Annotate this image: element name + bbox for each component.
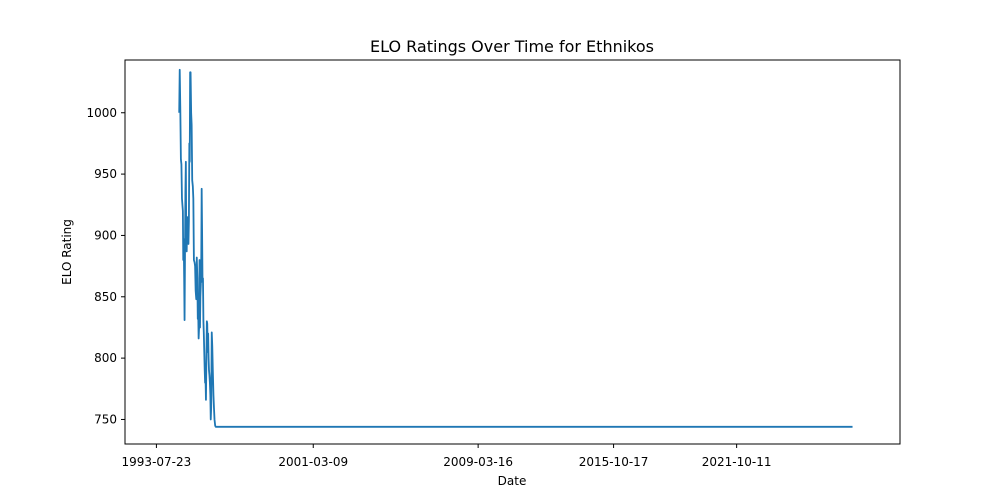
x-tick-label: 2015-10-17 (579, 455, 649, 469)
chart-title: ELO Ratings Over Time for Ethnikos (370, 37, 654, 56)
y-axis-label: ELO Rating (60, 219, 74, 285)
x-tick-label: 2021-10-11 (702, 455, 772, 469)
x-axis-label: Date (498, 474, 527, 488)
y-axis: 750 800 850 900 950 1000 (86, 106, 125, 426)
x-tick-label: 2001-03-09 (278, 455, 348, 469)
y-tick-label: 1000 (86, 106, 117, 120)
y-tick-label: 800 (94, 351, 117, 365)
plot-frame (124, 59, 901, 445)
y-tick-label: 950 (94, 167, 117, 181)
x-tick-label: 1993-07-23 (122, 455, 192, 469)
y-tick-label: 750 (94, 412, 117, 426)
x-axis: 1993-07-23 2001-03-09 2009-03-16 2015-10-17… (122, 444, 772, 469)
x-tick-label: 2009-03-16 (443, 455, 513, 469)
series-line (178, 68, 853, 428)
y-tick-label: 900 (94, 228, 117, 242)
y-tick-label: 850 (94, 290, 117, 304)
